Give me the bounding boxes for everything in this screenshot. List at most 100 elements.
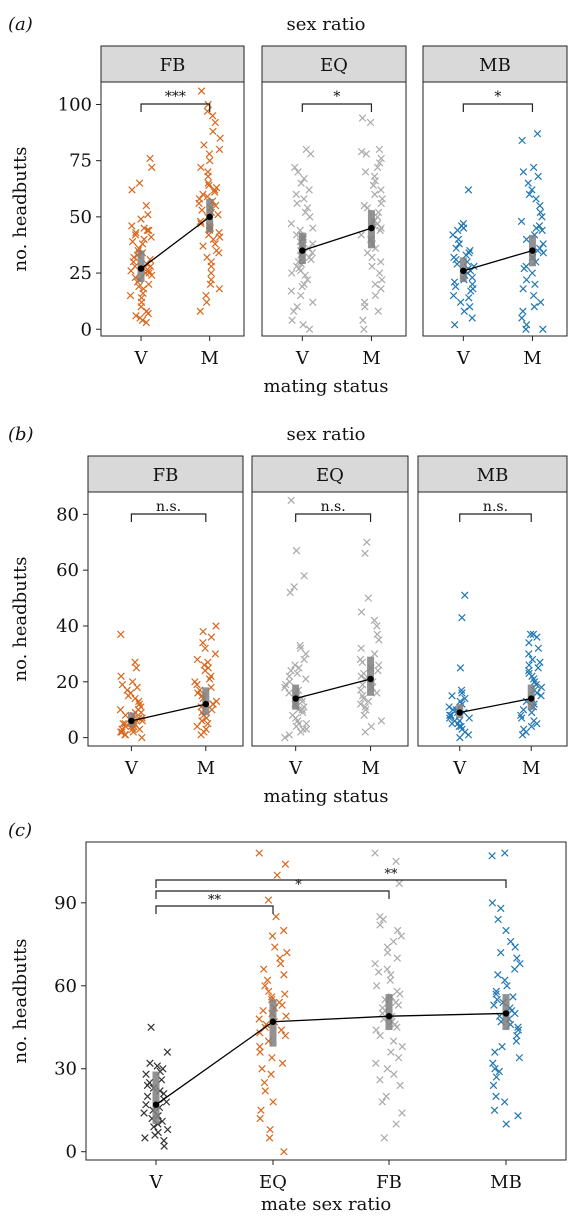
data-point (146, 262, 155, 271)
data-point (193, 722, 201, 731)
facet-strip-label: FB (160, 55, 186, 76)
data-point (519, 705, 528, 714)
data-point (137, 294, 146, 302)
data-point (359, 669, 368, 678)
data-point (267, 1070, 275, 1079)
data-point (525, 190, 534, 199)
x-tick-label: V (456, 348, 471, 369)
data-point (536, 298, 545, 307)
data-point (456, 664, 465, 672)
data-point (530, 303, 539, 311)
data-point (144, 210, 152, 219)
data-point (132, 664, 141, 672)
data-point (361, 703, 370, 711)
data-point (128, 678, 137, 686)
data-point (296, 226, 304, 235)
data-point (361, 549, 369, 558)
data-point (449, 705, 457, 714)
data-point (300, 174, 308, 183)
data-point (489, 1059, 497, 1067)
data-point (201, 644, 209, 653)
data-point (287, 287, 296, 295)
data-point (199, 639, 207, 647)
data-point (519, 725, 528, 733)
y-tick-label: 60 (54, 976, 77, 997)
x-tick-label: M (361, 758, 379, 779)
data-point (126, 291, 135, 300)
y-tick-label: 0 (66, 1142, 77, 1163)
data-point (131, 231, 140, 239)
data-point (389, 937, 398, 946)
mean-point (128, 717, 135, 725)
data-point (368, 262, 376, 271)
data-point (147, 163, 156, 172)
panel-label: (c) (8, 820, 32, 841)
data-point (393, 926, 402, 935)
data-point (393, 987, 401, 996)
data-point (534, 644, 543, 653)
data-point (525, 650, 533, 658)
mean-point (137, 265, 145, 272)
data-point (202, 725, 210, 733)
significance-bracket (140, 103, 211, 112)
data-point (255, 849, 263, 857)
data-point (518, 314, 526, 322)
facet-strip (422, 45, 568, 83)
data-point (117, 672, 125, 680)
data-point (528, 655, 537, 664)
data-point (268, 1053, 276, 1062)
data-point (522, 262, 530, 271)
data-point (528, 269, 537, 277)
data-point (288, 711, 297, 720)
facet-panel-border (422, 81, 568, 337)
data-point (303, 204, 312, 212)
data-point (538, 226, 546, 235)
x-tick-label: V (452, 758, 467, 779)
data-point (452, 244, 460, 253)
x-tick-label: M (362, 348, 380, 369)
facet-eq: EQ V Mn.s. (251, 455, 409, 779)
data-point (290, 583, 298, 591)
data-point (118, 680, 127, 689)
data-point (259, 1006, 267, 1015)
data-point (518, 136, 526, 145)
data-point (491, 1065, 499, 1073)
data-point (519, 285, 527, 293)
data-point (371, 959, 379, 968)
panel-a: (a) sex ratio 0 25 50 75 100 no. headbutts FB V M *… (8, 14, 568, 397)
data-point (147, 1023, 155, 1031)
data-point (135, 700, 144, 708)
data-point (528, 186, 536, 194)
data-point (142, 201, 151, 210)
significance-bracket (459, 513, 532, 522)
data-point (215, 285, 224, 293)
data-point (300, 655, 308, 664)
data-point (127, 689, 135, 697)
y-tick-label: 0 (68, 728, 79, 749)
data-point (532, 195, 540, 203)
facet-panel-border (251, 491, 409, 747)
data-point (497, 948, 505, 957)
data-point (395, 879, 404, 888)
panel-label: (a) (8, 14, 33, 35)
data-point (200, 141, 208, 149)
data-point (514, 1112, 522, 1120)
data-point (451, 282, 460, 291)
data-point (196, 217, 205, 226)
data-point (376, 1076, 384, 1084)
data-point (392, 1120, 400, 1128)
y-tick-label: 20 (56, 672, 79, 693)
data-point (378, 195, 386, 203)
data-point (285, 731, 294, 739)
data-point (397, 932, 406, 940)
data-point (457, 686, 466, 694)
y-tick-label: 90 (54, 893, 77, 914)
data-point (361, 168, 370, 176)
data-point (377, 186, 385, 194)
data-point (502, 1120, 510, 1128)
data-point (262, 1020, 271, 1029)
data-point (141, 1134, 149, 1142)
data-point (293, 669, 301, 678)
data-point (455, 717, 464, 725)
